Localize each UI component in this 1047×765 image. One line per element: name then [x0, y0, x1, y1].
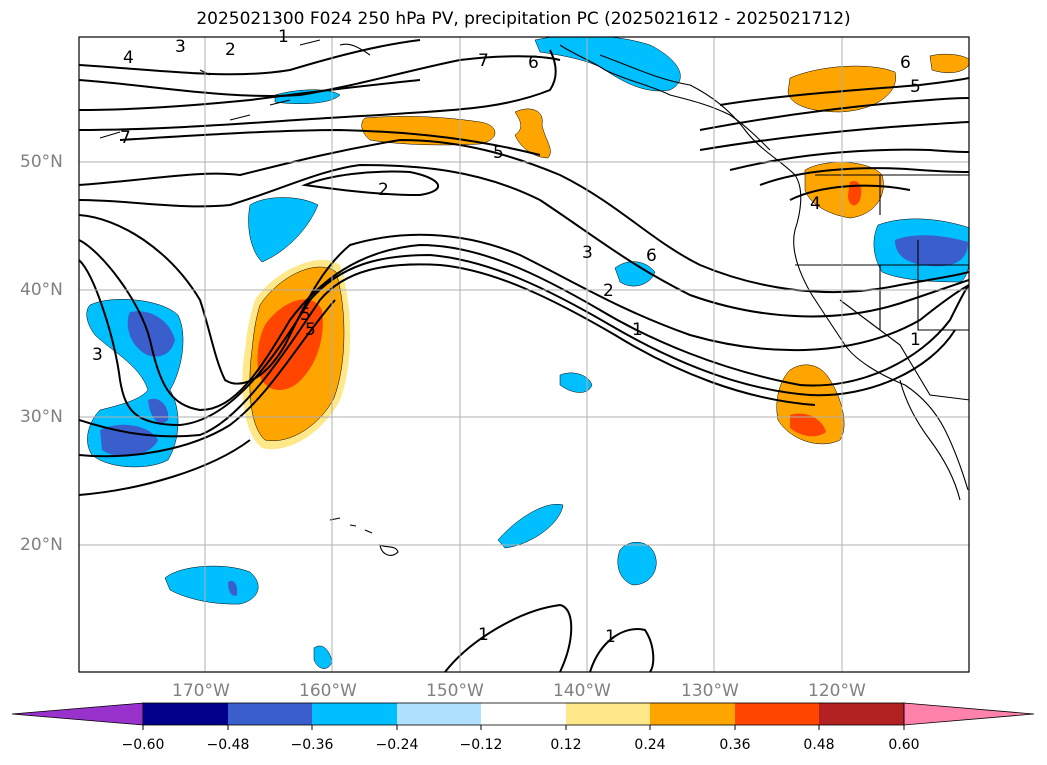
lon-label-160w: 160°W [299, 681, 357, 701]
colorbar-tick-label: −0.48 [206, 737, 250, 753]
lon-label-130w: 130°W [681, 681, 739, 701]
contour-label: 5 [305, 320, 316, 340]
neg-precip-nw1 [248, 197, 319, 263]
colorbar-segment [819, 703, 904, 725]
neg-precip-west-core2 [100, 424, 158, 456]
contour-label: 6 [528, 53, 539, 73]
neg-precip-mid1 [614, 261, 656, 287]
contour-label: 2 [225, 40, 236, 60]
pv-contour-labels: 4 3 2 1 7 6 5 7 5 2 3 6 2 1 5 6 5 4 3 1 … [92, 27, 921, 647]
neg-precip-s2 [617, 542, 657, 586]
pos-precip-nc1 [361, 116, 496, 146]
neg-precip-west-core [127, 311, 175, 357]
pv-contours [79, 39, 969, 672]
contour-label: 3 [92, 345, 103, 365]
colorbar-tick-label: 0.12 [550, 737, 582, 753]
lon-label-150w: 150°W [426, 681, 484, 701]
lat-label-40n: 40°N [20, 280, 63, 300]
coastlines [99, 39, 969, 556]
contour-label: 5 [910, 77, 921, 97]
colorbar-min-extend [11, 702, 144, 726]
map-frame [78, 36, 970, 673]
colorbar-segment [735, 703, 819, 725]
neg-precip-s4 [313, 645, 333, 669]
graticule [79, 37, 969, 672]
contour-label: 4 [123, 48, 134, 68]
contour-label: 1 [910, 330, 921, 350]
colorbar-tick-label: 0.36 [719, 737, 751, 753]
contour-label: 3 [175, 37, 186, 57]
map-plot-area [79, 37, 969, 672]
neg-precip-s1 [497, 503, 564, 549]
contour-label: 5 [300, 305, 311, 325]
colorbar-tick-label: 0.48 [803, 737, 835, 753]
contour-label: 4 [810, 194, 821, 214]
contour-label: 2 [378, 180, 389, 200]
lat-label-20n: 20°N [20, 535, 63, 555]
contour-label: 1 [605, 627, 616, 647]
colorbar-segment [228, 703, 312, 725]
contour-label: 1 [478, 625, 489, 645]
pos-precip-nc2 [514, 108, 551, 159]
contour-label: 6 [646, 246, 657, 266]
lat-label-50n: 50°N [20, 152, 63, 172]
lon-label-120w: 120°W [808, 681, 866, 701]
contour-label: 1 [632, 320, 643, 340]
colorbar-tick-label: −0.60 [121, 737, 165, 753]
colorbar-tick-label: 0.60 [888, 737, 920, 753]
map-title: 2025021300 F024 250 hPa PV, precipitatio… [196, 9, 851, 29]
colorbar-segment [143, 703, 228, 725]
neg-precip-nw2 [274, 89, 341, 104]
colorbar-tick-label: −0.24 [375, 737, 419, 753]
colorbar-segment [650, 703, 735, 725]
contour-label: 2 [603, 281, 614, 301]
colorbar-segment [312, 703, 397, 725]
lon-label-140w: 140°W [553, 681, 611, 701]
contour-label: 6 [900, 53, 911, 73]
colorbar-tick-label: −0.12 [459, 737, 503, 753]
colorbar-tick-label: −0.36 [290, 737, 334, 753]
pos-precip-ne2 [929, 53, 969, 73]
neg-precip-mid2 [559, 372, 593, 393]
neg-precip-alaska [534, 37, 681, 92]
neg-precip-s3-core [228, 580, 238, 596]
contour-label: 1 [278, 27, 289, 47]
contour-label: 5 [493, 143, 504, 163]
colorbar-segment [481, 703, 566, 725]
neg-precip-east-core [895, 235, 968, 267]
contour-label: 3 [582, 243, 593, 263]
contour-label: 7 [120, 128, 131, 148]
lat-label-30n: 30°N [20, 407, 63, 427]
colorbar-segment [397, 703, 481, 725]
pos-precip-pnw-core [848, 180, 862, 206]
precip-anomaly-fill [86, 37, 969, 669]
colorbar [11, 702, 1035, 730]
pos-precip-se-core [790, 413, 826, 437]
contour-label: 7 [478, 51, 489, 71]
colorbar-max-extend [903, 702, 1035, 726]
colorbar-segment [566, 703, 650, 725]
colorbar-tick-label: 0.24 [634, 737, 666, 753]
neg-precip-s3 [164, 565, 259, 605]
lon-label-170w: 170°W [172, 681, 230, 701]
